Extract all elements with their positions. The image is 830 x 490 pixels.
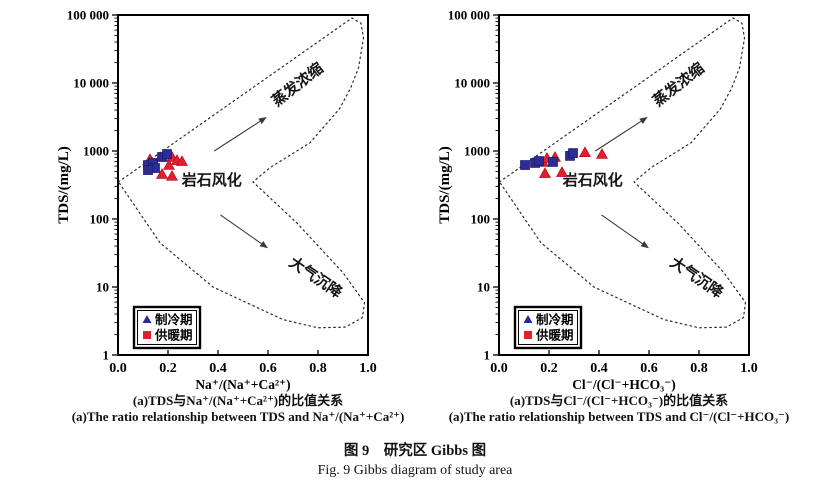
x-tick-label: 0.0 — [109, 361, 127, 376]
x-tick-label: 1.0 — [359, 361, 377, 376]
legend-marker-triangle — [142, 315, 152, 323]
data-point-triangle — [166, 170, 178, 181]
legend-marker-square — [524, 331, 532, 339]
y-tick-label: 1000 — [83, 144, 109, 159]
legend-marker-triangle — [523, 315, 533, 323]
panel-caption-right-zh: (a)TDS与Cl⁻/(Cl⁻+HCO₃⁻)的比值关系 — [509, 393, 729, 408]
y-tick-label: 100 — [90, 212, 110, 227]
gibbs-boundary — [498, 17, 747, 329]
data-point-triangle — [556, 166, 568, 177]
x-tick-label: 0.6 — [259, 361, 277, 376]
data-point-triangle — [539, 167, 551, 178]
panel-caption-left: (a)TDS与Na⁺/(Na⁺+Ca²⁺)的比值关系 (a)The ratio … — [28, 393, 448, 425]
data-point-triangle — [176, 155, 188, 166]
data-point-square — [162, 149, 172, 159]
data-point-square — [568, 148, 578, 158]
y-tick-label: 1000 — [464, 144, 490, 159]
x-tick-label: 0.0 — [490, 361, 508, 376]
panel-caption-left-en: (a)The ratio relationship between TDS an… — [71, 409, 405, 424]
gibbs-boundary — [117, 17, 366, 329]
zone-label: 蒸发浓缩 — [649, 59, 707, 110]
y-tick-label: 10 000 — [454, 76, 490, 91]
data-point-triangle — [579, 146, 591, 157]
x-axis-title: Cl⁻/(Cl⁻+HCO₃⁻) — [572, 377, 676, 392]
trend-arrow-head — [640, 241, 649, 249]
y-tick-label: 10 — [477, 280, 490, 295]
zone-label: 岩石风化 — [181, 171, 242, 189]
y-tick-label: 10 — [96, 280, 109, 295]
data-point-triangle — [596, 148, 608, 159]
y-tick-label: 10 000 — [73, 76, 109, 91]
legend-item-label: 制冷期 — [155, 312, 193, 327]
data-point-square — [143, 165, 153, 175]
legend-marker-square — [143, 331, 151, 339]
x-tick-label: 0.8 — [309, 361, 327, 376]
legend-inner-border — [518, 310, 578, 345]
trend-arrow-line — [213, 120, 261, 152]
figure-caption-zh: 图 9 研究区 Gibbs 图 — [343, 443, 487, 459]
data-point-triangle — [163, 159, 175, 170]
zone-label: 岩石风化 — [562, 171, 623, 189]
legend-inner-border — [137, 310, 197, 345]
trend-arrow-head — [258, 117, 267, 125]
plot-frame — [498, 14, 750, 356]
trend-arrow-line — [601, 214, 643, 245]
y-axis-title: TDS/(mg/L) — [437, 146, 453, 224]
y-tick-label: 100 000 — [67, 8, 109, 23]
panel-caption-right: (a)TDS与Cl⁻/(Cl⁻+HCO₃⁻)的比值关系 (a)The ratio… — [409, 393, 829, 425]
legend-box — [513, 305, 583, 350]
x-tick-label: 1.0 — [740, 361, 758, 376]
x-tick-label: 0.6 — [640, 361, 658, 376]
gibbs-plot-left: 1 10 100 1000 10 000 100 000 0.0 0.2 0.4 0.6 0.8 1.… — [56, 8, 377, 393]
trend-arrow-line — [220, 214, 262, 245]
legend-box — [132, 305, 202, 350]
figure-caption-en: Fig. 9 Gibbs diagram of study area — [317, 463, 513, 478]
panel-caption-right-en: (a)The ratio relationship between TDS an… — [448, 409, 790, 424]
zone-label: 大气沉降 — [286, 253, 347, 302]
x-tick-label: 0.8 — [690, 361, 708, 376]
panel-caption-left-zh: (a)TDS与Na⁺/(Na⁺+Ca²⁺)的比值关系 — [132, 393, 344, 408]
y-tick-label: 100 000 — [448, 8, 490, 23]
data-point-triangle — [156, 168, 168, 179]
y-axis-title: TDS/(mg/L) — [56, 146, 72, 224]
y-tick-label: 100 — [471, 212, 491, 227]
y-tick-label: 1 — [103, 348, 110, 363]
data-point-square — [534, 156, 544, 166]
gibbs-plot-right: 1 10 100 1000 10 000 100 000 0.0 0.2 0.4 0.6 0.8 1.… — [437, 8, 758, 393]
plot-frame — [117, 14, 369, 356]
x-tick-label: 0.4 — [209, 361, 227, 376]
data-point-square — [520, 160, 530, 170]
x-tick-label: 0.2 — [540, 361, 558, 376]
zone-label: 大气沉降 — [667, 253, 728, 302]
legend-item-label: 供暖期 — [154, 328, 193, 343]
y-tick-label: 1 — [484, 348, 491, 363]
x-tick-label: 0.2 — [159, 361, 177, 376]
x-axis-title: Na⁺/(Na⁺+Ca²⁺) — [195, 377, 290, 392]
zone-label: 蒸发浓缩 — [268, 59, 326, 110]
legend-item-label: 制冷期 — [536, 312, 574, 327]
trend-arrow-head — [639, 117, 648, 125]
data-point-square — [548, 157, 558, 167]
legend-item-label: 供暖期 — [535, 328, 574, 343]
trend-arrow-head — [259, 241, 268, 249]
x-tick-label: 0.4 — [590, 361, 608, 376]
trend-arrow-line — [594, 120, 642, 152]
